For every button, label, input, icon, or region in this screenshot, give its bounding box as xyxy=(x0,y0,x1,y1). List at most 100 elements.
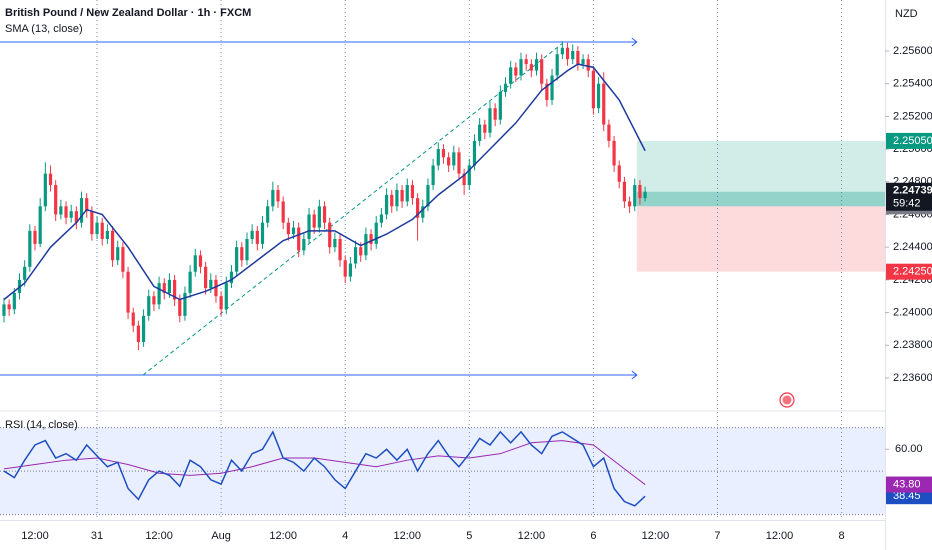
candle-body xyxy=(540,59,544,84)
candle-body xyxy=(472,140,477,166)
candle-body xyxy=(441,149,446,158)
candle-body xyxy=(390,194,394,207)
candle-body xyxy=(64,206,68,218)
candle-body xyxy=(307,214,311,240)
candle-body xyxy=(266,206,270,223)
candle-body xyxy=(560,47,564,55)
candle-body xyxy=(95,222,99,235)
rsi-badge-label: 38.45 xyxy=(893,490,921,502)
candle-body xyxy=(462,173,466,186)
open-pnl-zone xyxy=(636,191,885,207)
candle-body xyxy=(105,230,109,240)
candle-body xyxy=(276,189,280,202)
candle-body xyxy=(121,247,125,272)
candle-body xyxy=(224,283,228,310)
candle-body xyxy=(457,152,461,174)
candle-body xyxy=(421,206,425,218)
candle-body xyxy=(400,189,404,202)
x-tick-label: 12:00 xyxy=(269,530,297,542)
candle-body xyxy=(204,266,208,289)
x-tick-label: 5 xyxy=(466,530,472,542)
rsi-badge xyxy=(886,476,932,493)
x-tick-label: 6 xyxy=(590,530,596,542)
candle-body xyxy=(545,83,549,101)
candle-body xyxy=(348,263,352,277)
candle-body xyxy=(338,239,342,261)
candle-body xyxy=(74,211,78,223)
candle-body xyxy=(483,124,487,133)
candle-body xyxy=(28,230,32,267)
candle-body xyxy=(374,222,378,244)
candle-body xyxy=(436,149,440,166)
x-tick-label: 4 xyxy=(342,530,348,542)
candle-body xyxy=(178,299,182,316)
candle-body xyxy=(245,239,249,261)
x-tick-label: 12:00 xyxy=(145,530,173,542)
candle-body xyxy=(565,47,570,60)
candle-body xyxy=(229,271,234,284)
candle-body xyxy=(59,206,63,215)
candle-body xyxy=(426,185,430,207)
candle-body xyxy=(173,279,177,300)
candle-body xyxy=(571,51,575,60)
y-tick-label: 2.25200 xyxy=(893,110,932,122)
candle-body xyxy=(576,51,580,65)
candle-body xyxy=(602,83,606,125)
event-icon[interactable] xyxy=(779,392,795,408)
candle-body xyxy=(302,239,306,251)
candle-body xyxy=(405,185,409,202)
candle-body xyxy=(116,247,120,261)
target-zone xyxy=(636,140,885,207)
x-tick-label: 8 xyxy=(839,530,845,542)
last-price-badge xyxy=(886,182,932,211)
rsi-tick-label: 60.00 xyxy=(895,443,923,455)
candle-body xyxy=(85,198,89,212)
candle-body xyxy=(509,67,513,84)
candle-body xyxy=(7,304,11,310)
sma-legend: SMA (13, close) xyxy=(5,23,83,35)
candle-body xyxy=(534,59,539,71)
candle-body xyxy=(100,222,104,240)
candle-body xyxy=(328,222,332,248)
candle-body xyxy=(431,165,435,186)
candle-body xyxy=(617,165,621,182)
candle-body xyxy=(198,255,203,267)
x-tick-label: 12:00 xyxy=(393,530,421,542)
y-tick-label: 2.25400 xyxy=(893,78,932,90)
candle-body xyxy=(214,279,218,297)
candle-body xyxy=(379,214,384,223)
ray-arrow xyxy=(631,37,638,47)
candle-body xyxy=(586,59,590,71)
target-badge xyxy=(886,132,932,149)
candle-body xyxy=(312,214,316,228)
candle-body xyxy=(384,194,389,215)
y-tick-label: 2.25600 xyxy=(893,45,932,57)
y-tick-label: 2.23600 xyxy=(893,372,932,384)
candle-body xyxy=(2,304,6,316)
candle-body xyxy=(353,247,358,264)
candle-body xyxy=(162,283,166,293)
x-tick-label: 31 xyxy=(91,530,103,542)
last-price-label: 2.24739 xyxy=(893,185,932,197)
candle-body xyxy=(43,173,47,207)
candle-body xyxy=(359,247,363,256)
candle-body xyxy=(498,91,502,120)
candle-body xyxy=(297,227,301,251)
candle-body xyxy=(141,315,146,342)
stop-badge-label: 2.24250 xyxy=(893,266,932,278)
candle-body xyxy=(467,165,471,186)
candle-body xyxy=(524,59,528,65)
candle-body xyxy=(219,296,223,310)
candle-body xyxy=(38,206,42,244)
rsi-ma-line xyxy=(3,440,646,485)
candle-body xyxy=(147,296,151,316)
candle-body xyxy=(131,312,135,326)
candle-body xyxy=(110,230,115,261)
candle-body xyxy=(550,75,554,101)
candle-body xyxy=(514,67,518,76)
countdown-label: 59:42 xyxy=(893,198,921,210)
candle-body xyxy=(317,206,321,228)
candle-body xyxy=(286,222,290,235)
